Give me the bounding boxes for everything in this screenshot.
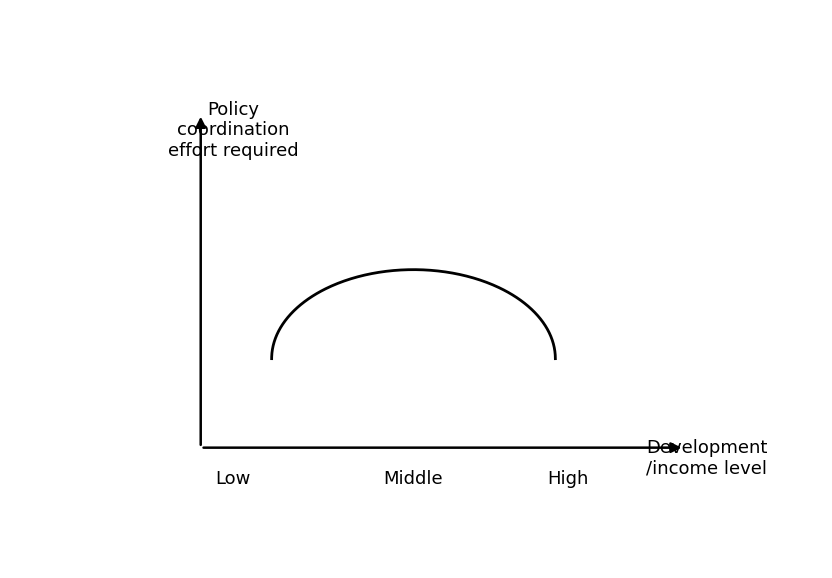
Text: Development
/income level: Development /income level bbox=[646, 439, 768, 477]
Text: Middle: Middle bbox=[384, 470, 443, 488]
Text: Low: Low bbox=[215, 470, 250, 488]
Text: Policy
coordination
effort required: Policy coordination effort required bbox=[167, 101, 299, 160]
Text: High: High bbox=[547, 470, 589, 488]
